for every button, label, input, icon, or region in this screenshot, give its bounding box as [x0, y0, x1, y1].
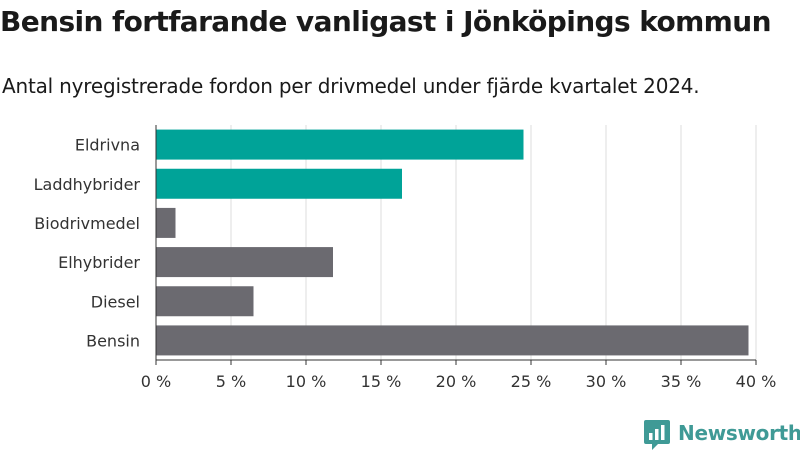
- bar: [156, 168, 402, 199]
- category-label: Eldrivna: [75, 136, 140, 155]
- category-label: Elhybrider: [58, 253, 140, 272]
- brand-name: Newsworthy: [678, 421, 800, 445]
- x-tick-label: 5 %: [216, 372, 246, 391]
- x-tick-label: 20 %: [436, 372, 477, 391]
- bar: [156, 207, 176, 238]
- category-label: Laddhybrider: [34, 175, 141, 194]
- category-label: Bensin: [86, 331, 140, 350]
- newsworthy-logo-icon: [644, 420, 670, 450]
- x-tick-label: 0 %: [141, 372, 171, 391]
- x-tick-label: 15 %: [361, 372, 402, 391]
- chart-title: Bensin fortfarande vanligast i Jönköping…: [0, 5, 772, 38]
- bar: [156, 247, 333, 278]
- x-tick-label: 40 %: [736, 372, 777, 391]
- x-tick-label: 25 %: [511, 372, 552, 391]
- x-tick-label: 35 %: [661, 372, 702, 391]
- x-tick-label: 30 %: [586, 372, 627, 391]
- bar: [156, 325, 749, 356]
- bar: [156, 286, 254, 317]
- category-label: Diesel: [91, 292, 140, 311]
- x-tick-label: 10 %: [286, 372, 327, 391]
- category-label: Biodrivmedel: [34, 214, 140, 233]
- chart-subtitle: Antal nyregistrerade fordon per drivmede…: [2, 74, 700, 98]
- bar: [156, 129, 524, 160]
